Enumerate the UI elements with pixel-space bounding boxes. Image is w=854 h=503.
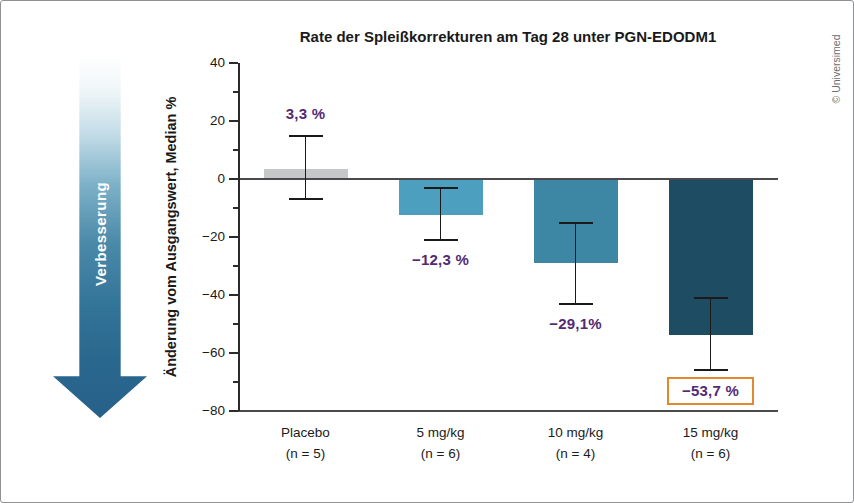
copyright-credit: © Universimed bbox=[830, 34, 842, 103]
value-label: −29,1% bbox=[501, 315, 651, 332]
y-axis-minor-tick bbox=[233, 265, 238, 267]
y-axis-tick-label: 20 bbox=[185, 111, 225, 131]
y-axis-tick-label: −60 bbox=[185, 343, 225, 363]
highlight-box: −53,7 % bbox=[667, 377, 754, 405]
y-axis-tick-label: −40 bbox=[185, 285, 225, 305]
plot-area: 40 20 0 −20 −40 −60 −80 3,3 % Placebo(n = 5) −12,… bbox=[1, 1, 853, 502]
error-bar-line bbox=[440, 188, 442, 240]
error-bar-line bbox=[710, 298, 712, 371]
category-label: 5 mg/kg bbox=[371, 422, 511, 443]
y-axis-tick-label: 40 bbox=[185, 53, 225, 73]
error-bar-line bbox=[575, 223, 577, 304]
y-axis-tick-label: −20 bbox=[185, 227, 225, 247]
error-bar-cap-bottom bbox=[289, 198, 323, 200]
figure: Verbesserung Änderung vom Ausgangswert, … bbox=[0, 0, 854, 503]
category-label: 15 mg/kg bbox=[641, 422, 781, 443]
error-bar-cap-top bbox=[559, 222, 593, 224]
error-bar-cap-bottom bbox=[694, 369, 728, 371]
n-label: (n = 5) bbox=[236, 443, 376, 464]
value-label: −12,3 % bbox=[366, 251, 516, 268]
error-bar-cap-bottom bbox=[424, 239, 458, 241]
error-bar-line bbox=[305, 136, 307, 200]
x-axis-label: 15 mg/kg(n = 6) bbox=[641, 422, 781, 464]
y-axis-major-tick bbox=[229, 62, 238, 64]
y-axis-minor-tick bbox=[233, 207, 238, 209]
y-axis-minor-tick bbox=[233, 91, 238, 93]
y-axis-tick-label: −80 bbox=[185, 401, 225, 421]
y-axis-minor-tick bbox=[233, 381, 238, 383]
zero-line bbox=[238, 178, 778, 179]
n-label: (n = 6) bbox=[641, 443, 781, 464]
error-bar-cap-top bbox=[289, 135, 323, 137]
x-baseline bbox=[238, 410, 778, 411]
error-bar-cap-top bbox=[424, 187, 458, 189]
x-axis-label: 10 mg/kg(n = 4) bbox=[506, 422, 646, 464]
y-axis-major-tick bbox=[229, 236, 238, 238]
category-label: 10 mg/kg bbox=[506, 422, 646, 443]
y-axis-major-tick bbox=[229, 410, 238, 412]
value-label: −53,7 % bbox=[636, 377, 786, 405]
value-label: 3,3 % bbox=[231, 105, 381, 122]
y-axis-minor-tick bbox=[233, 149, 238, 151]
y-axis-major-tick bbox=[229, 178, 238, 180]
n-label: (n = 4) bbox=[506, 443, 646, 464]
x-axis-label: Placebo(n = 5) bbox=[236, 422, 376, 464]
x-axis-label: 5 mg/kg(n = 6) bbox=[371, 422, 511, 464]
y-axis-major-tick bbox=[229, 352, 238, 354]
y-axis-major-tick bbox=[229, 294, 238, 296]
error-bar-cap-bottom bbox=[559, 303, 593, 305]
error-bar-cap-top bbox=[694, 297, 728, 299]
y-axis-minor-tick bbox=[233, 323, 238, 325]
y-axis-tick-label: 0 bbox=[185, 169, 225, 189]
category-label: Placebo bbox=[236, 422, 376, 443]
n-label: (n = 6) bbox=[371, 443, 511, 464]
